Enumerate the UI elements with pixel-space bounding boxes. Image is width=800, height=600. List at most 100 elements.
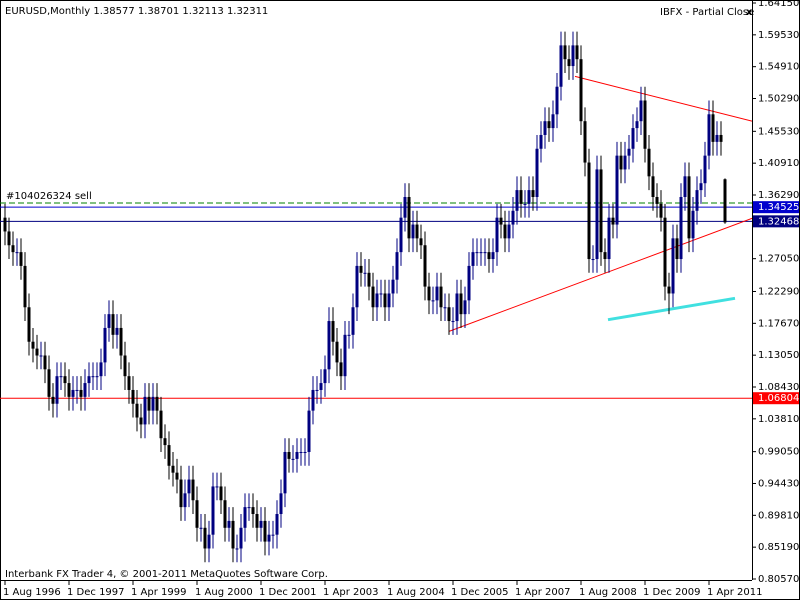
candle-body <box>667 286 671 294</box>
candle-body <box>631 128 635 149</box>
candle-body <box>459 293 463 315</box>
candle-body <box>487 252 491 260</box>
candle-body <box>15 252 19 254</box>
candle-body <box>211 486 215 535</box>
price-tag-label: 1.06804 <box>758 393 799 404</box>
candle-body <box>311 389 315 411</box>
candle-body <box>159 410 163 439</box>
candle-body <box>567 59 571 67</box>
candle-body <box>655 196 659 204</box>
candle-body <box>519 190 523 204</box>
candle-body <box>387 293 391 308</box>
candle-body <box>611 217 615 225</box>
y-tick-label: 0.89810 <box>758 510 799 521</box>
candle-body <box>579 59 583 122</box>
candle-body <box>431 300 435 302</box>
candle-body <box>647 148 651 177</box>
candle-body <box>619 155 623 170</box>
candle-body <box>531 190 535 197</box>
candle-body <box>327 321 331 370</box>
candle-body <box>67 383 71 397</box>
candle-body <box>27 307 31 342</box>
candle-body <box>323 369 327 384</box>
close-button[interactable]: x <box>746 7 753 18</box>
candle-body <box>271 534 275 536</box>
y-tick-label: 0.80570 <box>758 574 799 585</box>
candle-body <box>355 265 359 308</box>
candle-body <box>699 183 703 191</box>
candle-body <box>491 252 495 260</box>
candle-body <box>299 451 303 453</box>
y-tick-label: 1.03810 <box>758 414 799 425</box>
y-tick-label: 1.45530 <box>758 126 799 137</box>
y-tick-label: 0.94430 <box>758 478 799 489</box>
candle-body <box>663 217 667 287</box>
candle-body <box>411 224 415 239</box>
candle-body <box>247 507 251 509</box>
candle-body <box>627 148 631 156</box>
candle-body <box>39 355 43 357</box>
candle-body <box>379 293 383 295</box>
candle-body <box>471 252 475 266</box>
price-tag-label: 1.34525 <box>758 202 799 213</box>
candle-body <box>595 169 599 260</box>
candle-body <box>375 293 379 308</box>
x-tick-label: 1 Dec 2009 <box>643 587 701 598</box>
candle-body <box>527 190 531 204</box>
candle-body <box>363 272 367 274</box>
candle-body <box>259 520 263 528</box>
candle-body <box>679 196 683 260</box>
candle-body <box>123 355 127 377</box>
candle-body <box>103 327 107 363</box>
candle-body <box>47 369 51 397</box>
candle-body <box>95 376 99 378</box>
order-label: #104026324 sell <box>6 191 92 202</box>
candle-body <box>367 272 371 287</box>
candle-body <box>287 451 291 459</box>
candle-body <box>307 410 311 452</box>
candle-body <box>147 396 151 411</box>
candle-body <box>111 314 115 335</box>
candle-body <box>639 100 643 122</box>
candle-body <box>507 224 511 239</box>
candle-body <box>251 507 255 515</box>
corner-label: IBFX - Partial Close <box>660 7 754 18</box>
x-tick-label: 1 Apr 1999 <box>131 587 186 598</box>
candle-body <box>563 45 567 60</box>
candle-body <box>167 445 171 466</box>
candle-body <box>715 134 719 142</box>
candle-body <box>155 396 159 411</box>
candle-body <box>467 265 471 301</box>
price-tag <box>753 215 799 228</box>
candle-body <box>19 252 23 266</box>
candle-body <box>683 176 687 197</box>
candle-body <box>55 376 59 404</box>
candle-body <box>383 293 387 308</box>
candle-body <box>199 527 203 529</box>
candle-body <box>151 396 155 411</box>
candle-body <box>263 520 267 542</box>
candle-body <box>3 217 7 232</box>
candle-body <box>479 252 483 254</box>
candle-body <box>171 465 175 473</box>
candle-body <box>707 114 711 156</box>
candle-body <box>555 86 559 115</box>
candle-body <box>315 389 319 391</box>
trendline <box>607 296 736 322</box>
candle-body <box>635 121 639 129</box>
candle-body <box>359 265 363 273</box>
candle-body <box>419 238 423 246</box>
candle-body <box>447 307 451 322</box>
candle-body <box>523 203 527 205</box>
candle-body <box>51 396 55 404</box>
candle-body <box>391 279 395 294</box>
x-tick-label: 1 Dec 2001 <box>259 587 317 598</box>
price-tag <box>753 201 799 214</box>
candle-body <box>239 527 243 549</box>
candle-body <box>59 376 63 378</box>
chart-title: EURUSD,Monthly 1.38577 1.38701 1.32113 1… <box>5 6 268 17</box>
candle-body <box>31 341 35 349</box>
candle-body <box>399 217 403 253</box>
candle-body <box>571 45 575 67</box>
